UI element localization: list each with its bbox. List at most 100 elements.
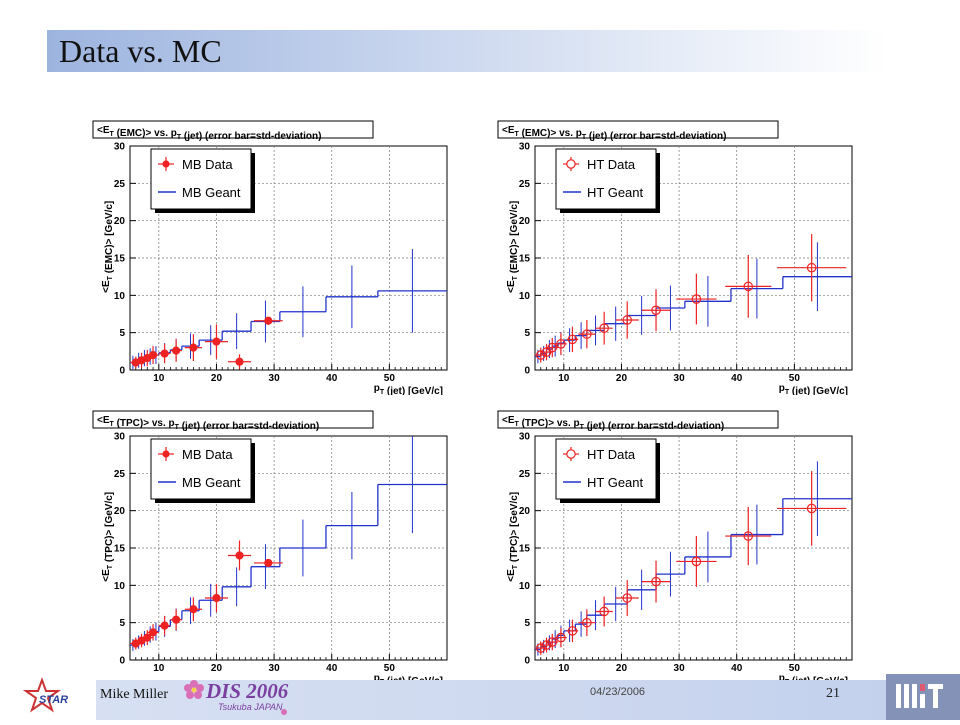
y-axis-label: <ET (EMC)> [GeV/c] <box>101 201 115 293</box>
conference-logo-text: DIS 2006 <box>205 679 289 703</box>
conference-logo: DIS 2006 Tsukuba JAPAN <box>180 676 300 725</box>
y-tick-label: 0 <box>524 656 530 667</box>
footer-author: Mike Miller <box>100 687 169 702</box>
data-point <box>148 350 158 360</box>
y-tick-label: 25 <box>114 179 126 190</box>
data-point <box>743 531 754 541</box>
data-point <box>235 551 244 560</box>
footer-date: 04/23/2006 <box>590 686 646 698</box>
legend-label-mc: MB Geant <box>182 185 241 200</box>
y-axis-label: <ET (TPC)> [GeV/c] <box>506 492 520 582</box>
chart-emc-mb: <ET (EMC)> vs. pT (jet) (error bar=std-d… <box>92 120 448 395</box>
series-data <box>130 540 283 650</box>
x-tick-label: 20 <box>616 373 628 384</box>
y-tick-label: 15 <box>114 254 126 265</box>
chart-tpc-ht: <ET (TPC)> vs. pT (jet) (error bar=std-d… <box>497 410 853 685</box>
x-tick-label: 50 <box>789 663 801 674</box>
x-tick-label: 40 <box>731 373 743 384</box>
y-tick-label: 5 <box>524 618 530 629</box>
data-point <box>535 350 546 360</box>
legend: MB Data MB Geant <box>150 438 255 503</box>
data-point <box>651 576 661 587</box>
flower-icon <box>184 680 204 699</box>
data-point <box>567 334 578 345</box>
y-tick-label: 10 <box>114 581 126 592</box>
legend-label-data: HT Data <box>587 157 636 172</box>
chart-title: <ET (EMC)> vs. pT (jet) (error bar=std-d… <box>502 125 726 142</box>
x-tick-label: 10 <box>153 373 165 384</box>
y-tick-label: 15 <box>114 544 126 555</box>
y-tick-label: 30 <box>519 142 531 153</box>
chart-title-box: <ET (EMC)> vs. pT (jet) (error bar=std-d… <box>497 120 779 142</box>
y-tick-label: 20 <box>519 506 531 517</box>
x-tick-label: 40 <box>326 663 338 674</box>
data-point <box>806 262 817 273</box>
legend: HT Data HT Geant <box>555 148 660 213</box>
x-tick-label: 30 <box>269 373 281 384</box>
y-tick-label: 0 <box>119 656 125 667</box>
chart-panel-tpc-ht: <ET (TPC)> vs. pT (jet) (error bar=std-d… <box>495 408 860 685</box>
y-tick-label: 5 <box>524 328 530 339</box>
data-point <box>651 305 661 316</box>
y-tick-label: 25 <box>114 469 126 480</box>
data-point <box>148 628 158 637</box>
y-tick-label: 25 <box>519 179 531 190</box>
data-point <box>235 357 244 366</box>
legend: MB Data MB Geant <box>150 148 255 213</box>
data-point <box>212 337 221 346</box>
data-point <box>599 606 609 617</box>
data-point <box>535 643 546 653</box>
data-point <box>582 329 592 339</box>
slide-title-bar: Data vs. MC <box>47 30 887 72</box>
x-tick-label: 20 <box>211 373 223 384</box>
y-tick-label: 30 <box>114 432 126 443</box>
y-axis-label: <ET (EMC)> [GeV/c] <box>506 201 520 293</box>
y-tick-label: 20 <box>519 216 531 227</box>
x-tick-label: 30 <box>269 663 281 674</box>
x-tick-label: 40 <box>326 373 338 384</box>
chart-emc-ht: <ET (EMC)> vs. pT (jet) (error bar=std-d… <box>497 120 853 395</box>
y-tick-label: 10 <box>519 291 531 302</box>
legend-label-data: MB Data <box>182 447 233 462</box>
y-tick-label: 15 <box>519 254 531 265</box>
y-tick-label: 30 <box>114 142 126 153</box>
data-point <box>189 343 198 352</box>
y-tick-label: 10 <box>114 291 126 302</box>
x-axis-label: pT (jet) [GeV/c] <box>779 383 848 395</box>
legend: HT Data HT Geant <box>555 438 660 503</box>
chart-panel-tpc-mb: <ET (TPC)> vs. pT (jet) (error bar=std-d… <box>90 408 455 685</box>
data-point <box>541 640 552 650</box>
x-tick-label: 10 <box>153 663 165 674</box>
y-tick-label: 20 <box>114 506 126 517</box>
y-tick-label: 5 <box>119 328 125 339</box>
conference-logo-subtext: Tsukuba JAPAN <box>218 702 283 712</box>
legend-label-data: MB Data <box>182 157 233 172</box>
data-point <box>691 294 702 304</box>
chart-panel-emc-ht: <ET (EMC)> vs. pT (jet) (error bar=std-d… <box>495 118 860 395</box>
x-tick-label: 50 <box>384 373 396 384</box>
y-tick-label: 10 <box>519 581 531 592</box>
x-axis-label: pT (jet) [GeV/c] <box>374 383 443 395</box>
mit-logo <box>886 674 960 720</box>
chart-title-box: <ET (TPC)> vs. pT (jet) (error bar=std-d… <box>497 410 779 432</box>
data-point <box>556 632 566 643</box>
y-tick-label: 0 <box>119 366 125 377</box>
data-point <box>189 605 198 614</box>
y-tick-label: 0 <box>524 366 530 377</box>
legend-label-mc: HT Geant <box>587 185 644 200</box>
star-logo-text: STAR <box>39 694 68 706</box>
data-point <box>160 349 169 358</box>
data-point <box>567 626 578 636</box>
x-tick-label: 20 <box>211 663 223 674</box>
data-point <box>622 593 633 603</box>
series-data <box>535 234 847 363</box>
data-point <box>691 556 702 567</box>
legend-label-mc: HT Geant <box>587 475 644 490</box>
y-tick-label: 5 <box>119 618 125 629</box>
legend-label-mc: MB Geant <box>182 475 241 490</box>
x-tick-label: 20 <box>616 663 628 674</box>
x-tick-label: 50 <box>789 373 801 384</box>
data-point <box>599 323 609 333</box>
y-axis-label: <ET (TPC)> [GeV/c] <box>101 492 115 582</box>
x-tick-label: 30 <box>674 373 686 384</box>
